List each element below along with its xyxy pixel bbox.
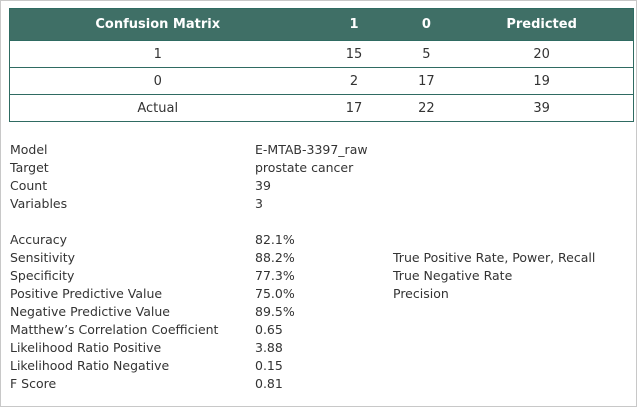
header-predicted-0: 0 <box>402 9 451 40</box>
cell-value: 17 <box>402 67 451 94</box>
header-predicted-total: Predicted <box>450 9 633 40</box>
metric-label: Likelihood Ratio Negative <box>10 358 170 373</box>
info-label: Count <box>10 178 48 193</box>
metric-label: Accuracy <box>10 232 68 247</box>
metric-value: 82.1% <box>255 232 295 247</box>
metric-label: Positive Predictive Value <box>10 286 163 301</box>
metric-note: True Positive Rate, Power, Recall <box>393 250 596 265</box>
info-label: Model <box>10 142 48 157</box>
row-label-actual-0: 0 <box>10 67 306 94</box>
metric-note: Precision <box>393 286 449 301</box>
metric-value: 77.3% <box>255 268 295 283</box>
metric-value: 89.5% <box>255 304 295 319</box>
info-value: prostate cancer <box>255 160 354 175</box>
metric-value: 0.65 <box>255 322 283 337</box>
metric-value: 75.0% <box>255 286 295 301</box>
metric-value: 88.2% <box>255 250 295 265</box>
confusion-matrix-header-row: Confusion Matrix 1 0 Predicted <box>10 9 633 40</box>
metric-label: Specificity <box>10 268 75 283</box>
info-value: 39 <box>255 178 271 193</box>
info-value: 3 <box>255 196 263 211</box>
results-panel: Confusion Matrix 1 0 Predicted 1 15 5 20… <box>0 0 637 407</box>
cell-value: 15 <box>305 40 403 67</box>
metric-label: Negative Predictive Value <box>10 304 170 319</box>
cell-value: 39 <box>450 94 633 121</box>
metric-value: 0.15 <box>255 358 283 373</box>
metric-value: 3.88 <box>255 340 283 355</box>
confusion-matrix-table: Confusion Matrix 1 0 Predicted 1 15 5 20… <box>9 8 634 122</box>
cell-value: 19 <box>450 67 633 94</box>
metric-value: 0.81 <box>255 376 283 391</box>
table-row: 1 15 5 20 <box>10 40 633 67</box>
cell-value: 20 <box>450 40 633 67</box>
cell-value: 17 <box>305 94 403 121</box>
header-confusion-matrix: Confusion Matrix <box>10 9 306 40</box>
metric-label: Sensitivity <box>10 250 76 265</box>
metric-label: Matthew’s Correlation Coefficient <box>10 322 219 337</box>
metric-note: True Negative Rate <box>393 268 513 283</box>
row-label-actual-total: Actual <box>10 94 306 121</box>
info-value: E-MTAB-3397_raw <box>255 142 368 157</box>
table-row: 0 2 17 19 <box>10 67 633 94</box>
cell-value: 2 <box>305 67 403 94</box>
table-row: Actual 17 22 39 <box>10 94 633 121</box>
info-label: Target <box>10 160 49 175</box>
metric-label: Likelihood Ratio Positive <box>10 340 162 355</box>
cell-value: 22 <box>402 94 451 121</box>
row-label-actual-1: 1 <box>10 40 306 67</box>
header-predicted-1: 1 <box>305 9 403 40</box>
info-label: Variables <box>10 196 68 211</box>
cell-value: 5 <box>402 40 451 67</box>
metric-label: F Score <box>10 376 57 391</box>
